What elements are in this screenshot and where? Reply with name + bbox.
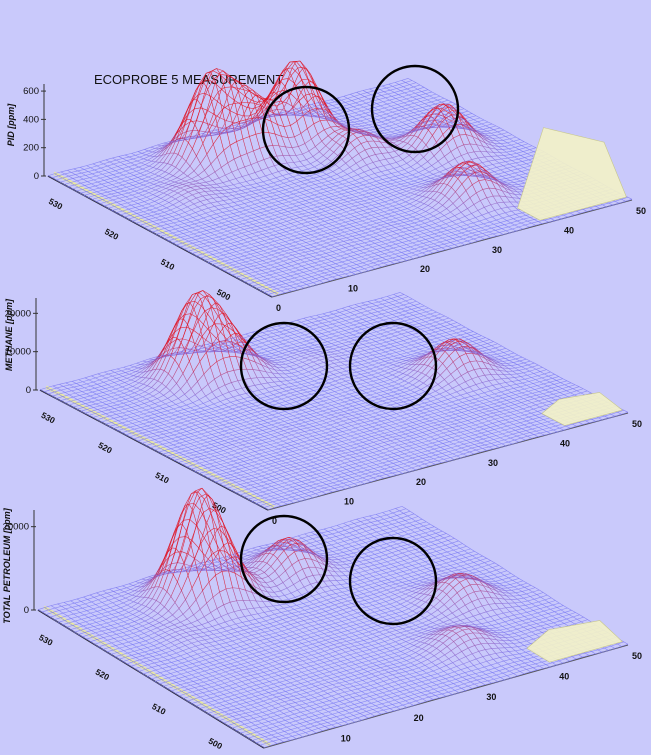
edge-wall bbox=[541, 392, 623, 426]
highlight-circle bbox=[239, 321, 329, 411]
z-tick-label: 600 bbox=[23, 86, 39, 97]
x-tick-label: 40 bbox=[559, 672, 569, 682]
x-tick-label: 50 bbox=[632, 651, 642, 661]
z-axis-label: TOTAL PETROLEUM [ppm] bbox=[2, 507, 12, 623]
z-axis-label: METHANE [ppm] bbox=[4, 298, 14, 371]
y-tick-label: 530 bbox=[40, 410, 57, 426]
z-tick-label: 0 bbox=[26, 385, 31, 396]
y-tick-label: 510 bbox=[159, 257, 176, 273]
y-tick-label: 520 bbox=[103, 226, 120, 242]
y-tick-label: 520 bbox=[94, 667, 111, 683]
x-tick-label: 20 bbox=[420, 264, 430, 274]
edge-wall bbox=[526, 620, 623, 663]
z-tick-label: 0 bbox=[24, 605, 29, 616]
y-tick-label: 500 bbox=[215, 287, 232, 303]
highlight-circle bbox=[370, 64, 460, 154]
highlight-circle bbox=[348, 536, 438, 626]
y-tick-label: 510 bbox=[154, 470, 171, 486]
y-tick-label: 530 bbox=[47, 196, 64, 212]
surface-mesh bbox=[37, 487, 629, 748]
surface-panel-pid: 0 10 20 30 40 50 500 510 520 530 0 200 400 600 PID [pp… bbox=[6, 60, 646, 313]
x-tick-label: 30 bbox=[488, 458, 498, 468]
x-tick-label: 50 bbox=[632, 419, 642, 429]
chart-title: ECOPROBE 5 MEASUREMENT bbox=[94, 72, 284, 87]
y-tick-label: 530 bbox=[37, 632, 54, 648]
highlight-circle bbox=[348, 321, 438, 411]
z-tick-label: 0 bbox=[34, 171, 39, 182]
highlight-circle bbox=[261, 85, 351, 175]
x-tick-label: 0 bbox=[272, 516, 277, 526]
z-tick-label: 10000 bbox=[5, 347, 31, 358]
edge-wall bbox=[517, 127, 627, 221]
surface-mesh bbox=[47, 60, 633, 297]
x-tick-label: 50 bbox=[636, 206, 646, 216]
x-tick-label: 20 bbox=[416, 477, 426, 487]
x-tick-label: 10 bbox=[344, 497, 354, 507]
y-tick-label: 510 bbox=[150, 701, 167, 717]
z-tick-label: 200 bbox=[23, 143, 39, 154]
surface-panel-methane: 0 10 20 30 40 50 500 510 520 530 0 10000 20000METHAN… bbox=[4, 290, 642, 526]
highlight-circle bbox=[239, 514, 329, 604]
x-tick-label: 40 bbox=[560, 438, 570, 448]
y-tick-label: 520 bbox=[97, 440, 114, 456]
z-axis-label: PID [ppm] bbox=[6, 103, 16, 146]
z-tick-label: 20000 bbox=[5, 308, 31, 319]
x-tick-label: 30 bbox=[492, 245, 502, 255]
x-tick-label: 10 bbox=[341, 733, 351, 743]
y-tick-label: 500 bbox=[207, 736, 224, 752]
z-tick-label: 400 bbox=[23, 114, 39, 125]
x-tick-label: 0 bbox=[276, 303, 281, 313]
x-tick-label: 10 bbox=[348, 284, 358, 294]
x-tick-label: 20 bbox=[414, 713, 424, 723]
surface-mesh bbox=[39, 290, 629, 510]
z-tick-label: 20000 bbox=[3, 522, 29, 533]
x-tick-label: 40 bbox=[564, 225, 574, 235]
x-tick-label: 30 bbox=[486, 692, 496, 702]
